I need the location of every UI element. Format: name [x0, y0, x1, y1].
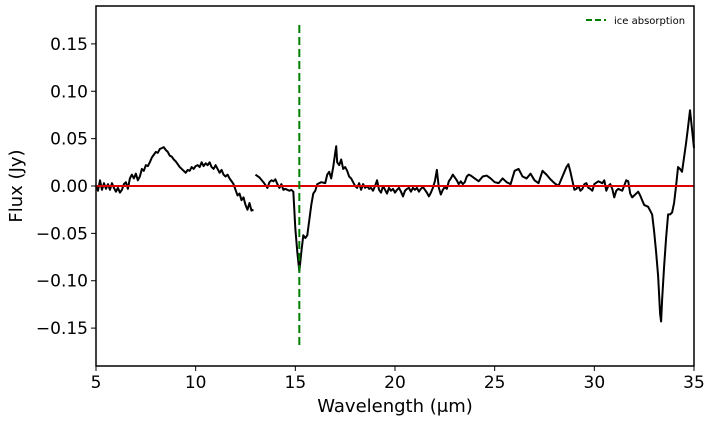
legend-label: ice absorption [614, 16, 685, 27]
y-tick-label: −0.10 [36, 272, 88, 292]
x-tick-label: 35 [683, 373, 705, 393]
x-tick-label: 30 [584, 373, 606, 393]
plot-marks [95, 24, 695, 348]
x-tick-label: 25 [484, 373, 506, 393]
y-tick-label: −0.15 [36, 319, 88, 339]
x-axis-label: Wavelength (μm) [317, 396, 473, 417]
y-tick-label: 0.10 [50, 82, 88, 102]
axis-ticks: 5 10 15 20 25 30 35 −0.15 −0.10 −0.05 0.00 0.05 0.10… [36, 35, 705, 393]
spectrum-line-segment-1 [95, 146, 254, 212]
x-tick-label: 10 [185, 373, 207, 393]
legend: ice absorption [586, 16, 685, 27]
y-tick-label: 0.05 [50, 130, 88, 150]
x-tick-label: 5 [91, 373, 102, 393]
x-tick-label: 20 [384, 373, 406, 393]
y-tick-label: 0.00 [50, 177, 88, 197]
y-tick-label: −0.05 [36, 224, 88, 244]
x-tick-label: 15 [285, 373, 307, 393]
y-tick-label: 0.15 [50, 35, 88, 55]
y-axis-label: Flux (Jy) [6, 149, 27, 222]
